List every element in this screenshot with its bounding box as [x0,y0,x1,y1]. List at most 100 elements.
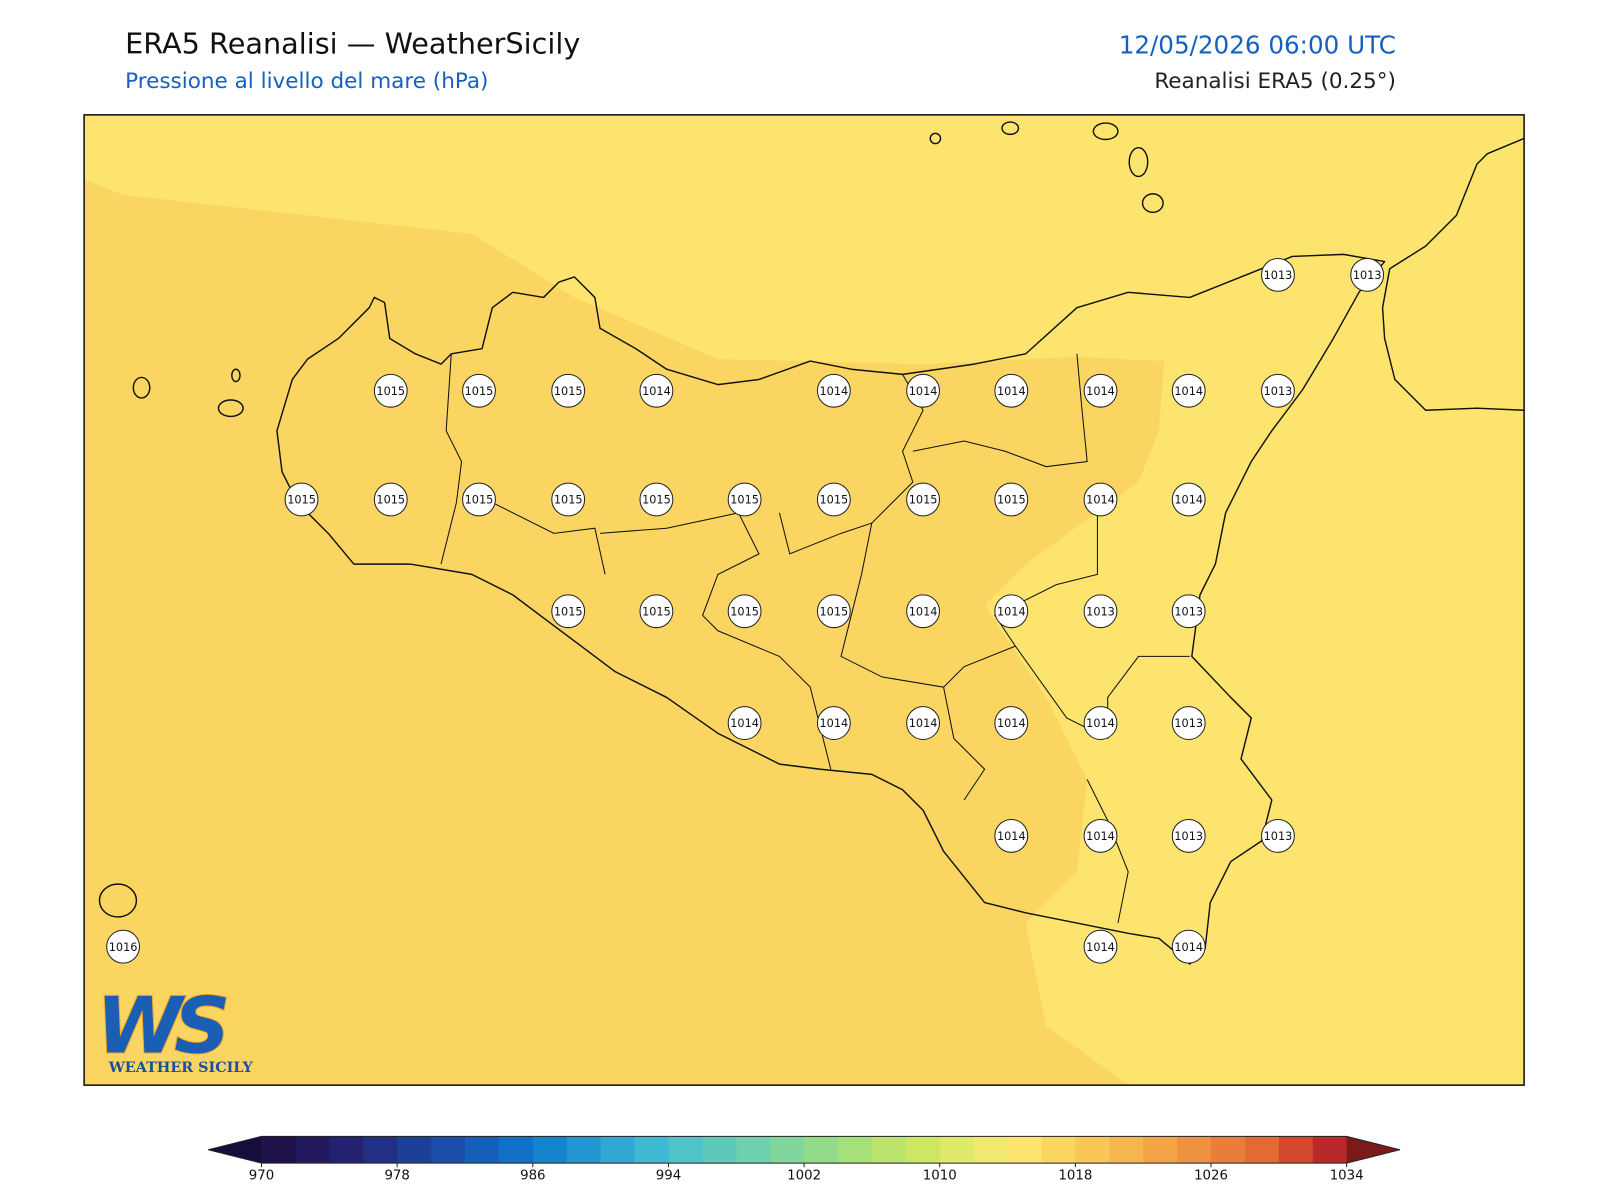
station-value: 1015 [465,385,494,398]
colorbar-tick-label: 1010 [923,1168,957,1183]
station-value: 1013 [1174,830,1203,843]
station-marker [994,594,1029,629]
station-value: 1014 [1174,494,1203,507]
station-marker [1083,929,1118,964]
colorbar-segment [1075,1136,1110,1164]
colorbar-segment [1312,1136,1348,1164]
colorbar-tick-label: 978 [384,1168,409,1183]
island [1092,122,1119,141]
colorbar-segment [939,1136,975,1164]
station-value: 1013 [1264,830,1293,843]
colorbar-segment [871,1136,907,1164]
station-marker [106,929,140,964]
subtitle: Pressione al livello del mare (hPa) [125,69,488,94]
colorbar-segment [566,1136,602,1164]
station-value: 1014 [1174,941,1203,954]
island [1001,121,1020,136]
station-value: 1015 [554,385,583,398]
colorbar-segment [1041,1136,1076,1164]
station-value: 1014 [1086,941,1115,954]
colorbar-tick-label: 1002 [787,1168,821,1183]
station-value: 1013 [1086,605,1115,618]
island [132,376,151,399]
station-value: 1013 [1174,605,1203,618]
colorbar-segment [363,1136,398,1164]
colorbar-tick-label: 1034 [1330,1168,1364,1183]
station-marker [816,594,851,629]
colorbar-segment [973,1136,1009,1164]
colorbar-segment [498,1136,534,1164]
station-value: 1015 [997,494,1026,507]
island [1141,193,1164,214]
colorbar-segment [770,1136,805,1164]
station-value: 1015 [554,605,583,618]
map: 1013 1013 1015 1015 1015 1014 1014 1014 1014 1014… [83,114,1525,1086]
station-marker [906,706,940,740]
island [231,368,241,383]
colorbar-segment [600,1136,636,1164]
station-marker [1083,818,1118,853]
colorbar-segment [1143,1136,1178,1164]
station-marker [551,594,586,629]
station-marker [1261,373,1295,408]
station-marker [816,482,851,517]
colorbar-segment [295,1136,330,1164]
source: Reanalisi ERA5 (0.25°) [1154,69,1396,94]
island [929,132,942,145]
station-value: 1015 [909,494,938,507]
title: ERA5 Reanalisi — WeatherSicily [125,26,580,60]
station-marker [639,373,674,408]
map-frame [83,114,1525,1086]
station-marker [1171,929,1206,964]
station-value: 1014 [1086,717,1115,730]
colorbar-tick-label: 1026 [1194,1168,1228,1183]
station-marker [816,706,851,740]
station-marker [1083,594,1118,629]
calabria-coastline [1381,137,1525,411]
station-value: 1014 [730,717,759,730]
station-value: 1013 [1264,385,1293,398]
station-marker [1083,706,1118,740]
colorbar-tick-label: 1018 [1058,1168,1092,1183]
logo-name: WEATHER SICILY [108,1060,254,1076]
colorbar-segment [1211,1136,1246,1164]
colorbar-segment [329,1136,364,1164]
station-marker [551,482,586,517]
station-marker [727,482,762,517]
station-marker [994,482,1029,517]
station-value: 1014 [997,605,1026,618]
colorbar-segment [1244,1136,1280,1164]
colorbar-segment [804,1136,839,1164]
station-marker [994,818,1029,853]
station-value: 1014 [909,717,938,730]
station-marker [373,482,408,517]
station-value: 1014 [820,385,849,398]
station-value: 1015 [376,385,405,398]
station-marker [906,373,940,408]
colorbar-segment [1007,1136,1042,1164]
station-value: 1016 [109,941,138,954]
station-value: 1014 [997,717,1026,730]
station-value: 1014 [642,385,671,398]
island [1128,146,1149,178]
colorbar-segment [634,1136,669,1164]
station-marker [1171,482,1206,517]
station-value: 1015 [554,494,583,507]
station-value: 1014 [1174,385,1203,398]
colorbar-tick-label: 970 [249,1168,274,1183]
colorbar-tick-label: 994 [656,1168,681,1183]
colorbar-segment [465,1136,500,1164]
colorbar-tick-label: 986 [520,1168,545,1183]
station-marker [462,373,496,408]
station-marker [551,373,586,408]
station-marker [1261,257,1295,292]
station-value: 1014 [1086,494,1115,507]
station-marker [373,373,408,408]
station-marker [994,706,1029,740]
station-value: 1013 [1174,717,1203,730]
colorbar-segment [532,1136,568,1164]
station-marker [1083,482,1118,517]
station-value: 1014 [909,385,938,398]
station-marker [1350,257,1385,292]
